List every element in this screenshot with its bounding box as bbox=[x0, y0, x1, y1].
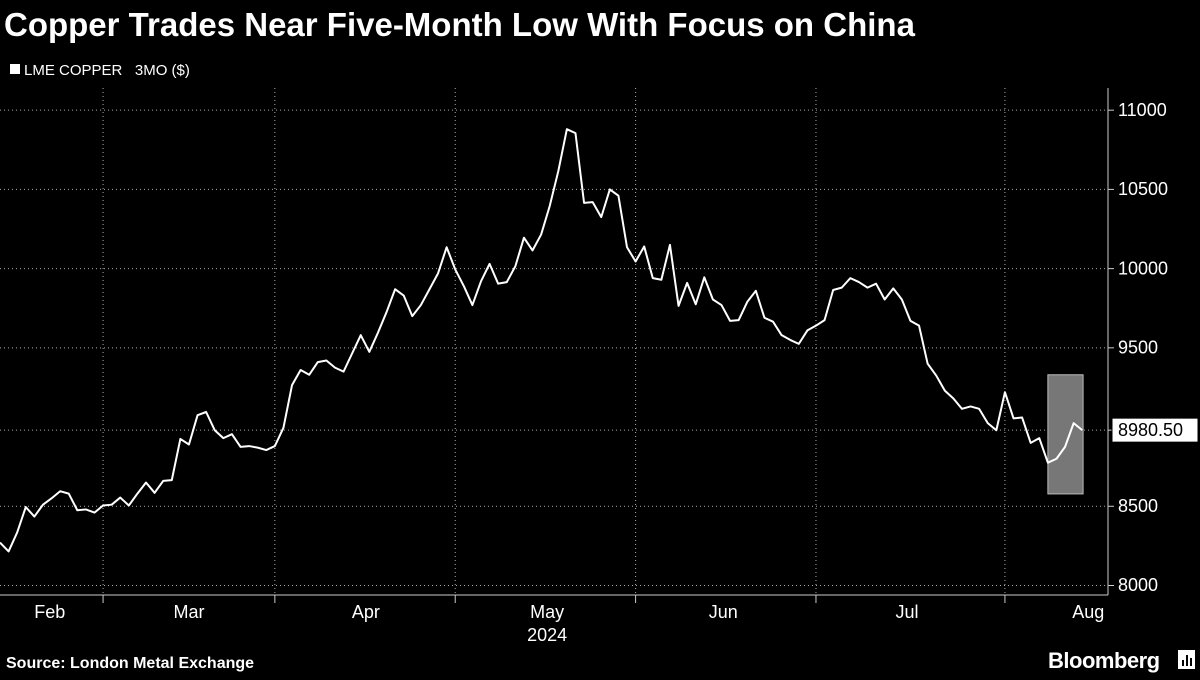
last-value-label: 8980.50 bbox=[1118, 420, 1183, 440]
legend-swatch bbox=[10, 64, 20, 74]
x-tick-label: Jun bbox=[709, 602, 738, 622]
x-tick-label: Aug bbox=[1072, 602, 1104, 622]
x-tick-label: Jul bbox=[896, 602, 919, 622]
highlight-box bbox=[1047, 374, 1084, 495]
year-label: 2024 bbox=[527, 625, 567, 645]
y-tick-label: 8000 bbox=[1118, 575, 1158, 595]
price-line bbox=[0, 128, 1083, 553]
y-tick-label: 9500 bbox=[1118, 338, 1158, 358]
legend-label: LME COPPER 3MO ($) bbox=[24, 62, 190, 79]
x-tick-label: Apr bbox=[352, 602, 380, 622]
x-tick-label: Feb bbox=[34, 602, 65, 622]
source: Source: London Metal Exchange bbox=[6, 655, 254, 672]
y-tick-label: 10000 bbox=[1118, 258, 1168, 278]
brand: Bloomberg bbox=[1048, 648, 1160, 673]
chart-title: Copper Trades Near Five-Month Low With F… bbox=[4, 6, 916, 43]
y-tick-label: 11000 bbox=[1118, 100, 1167, 120]
x-tick-label: Mar bbox=[173, 602, 204, 622]
brand-icon bbox=[1178, 650, 1195, 669]
y-tick-label: 8500 bbox=[1118, 496, 1158, 516]
y-tick-label: 10500 bbox=[1118, 179, 1168, 199]
x-tick-label: May bbox=[530, 602, 564, 622]
last-value-box bbox=[1111, 417, 1199, 443]
